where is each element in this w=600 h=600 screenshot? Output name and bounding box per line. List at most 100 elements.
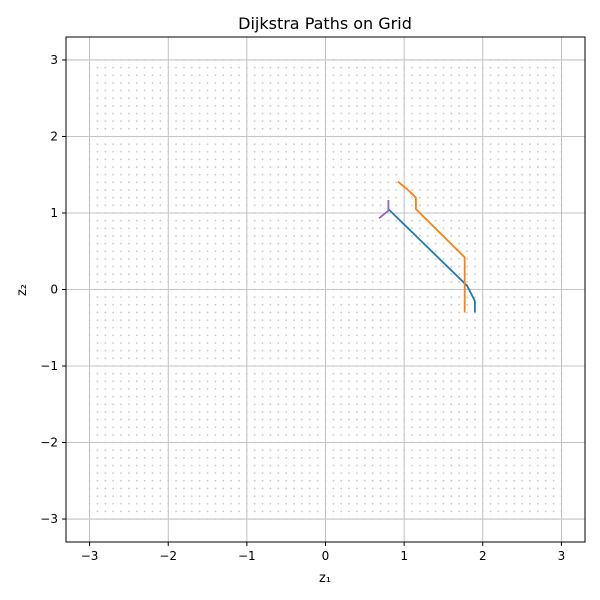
grid-point (238, 212, 240, 214)
grid-point (497, 143, 500, 146)
grid-point (120, 411, 122, 413)
x-tick-label: −2 (159, 549, 177, 563)
grid-point (120, 212, 122, 214)
grid-point (332, 472, 335, 475)
grid-point (230, 288, 233, 291)
grid-point (128, 518, 130, 520)
grid-point (356, 82, 358, 84)
grid-point (230, 127, 233, 130)
grid-point (324, 357, 327, 360)
grid-point (245, 59, 248, 61)
grid-point (198, 135, 201, 138)
grid-point (387, 502, 390, 505)
grid-point (489, 487, 492, 490)
grid-point (387, 449, 390, 452)
grid-point (301, 104, 303, 107)
grid-point (324, 441, 327, 444)
grid-point (450, 288, 453, 291)
grid-point (395, 143, 398, 146)
grid-point (387, 349, 390, 352)
grid-point (552, 456, 555, 459)
grid-point (403, 487, 406, 490)
grid-point (308, 472, 311, 475)
grid-point (198, 89, 201, 92)
grid-point (418, 319, 421, 322)
grid-point (332, 365, 335, 367)
grid-point (340, 380, 343, 383)
grid-point (285, 365, 288, 367)
grid-point (521, 212, 523, 214)
grid-point (332, 265, 335, 268)
grid-point (332, 227, 335, 230)
grid-point (253, 395, 256, 398)
grid-point (458, 319, 461, 322)
grid-point (308, 487, 311, 490)
grid-point (214, 150, 217, 153)
grid-point (245, 127, 248, 130)
grid-point (112, 265, 115, 268)
grid-point (214, 479, 217, 482)
grid-point (112, 418, 115, 421)
grid-point (387, 242, 390, 245)
grid-point (253, 135, 256, 138)
grid-point (529, 441, 531, 444)
grid-point (418, 456, 421, 459)
grid-point (88, 380, 91, 383)
grid-point (552, 334, 555, 337)
grid-point (175, 66, 177, 69)
grid-point (434, 518, 437, 520)
grid-point (143, 288, 146, 291)
grid-point (466, 89, 468, 92)
grid-point (513, 326, 516, 329)
grid-point (238, 334, 240, 337)
grid-point (458, 311, 461, 314)
grid-point (387, 97, 390, 100)
grid-point (190, 135, 193, 138)
grid-point (403, 273, 406, 276)
grid-point (167, 349, 170, 352)
grid-point (277, 487, 280, 490)
grid-point (497, 334, 500, 337)
grid-point (190, 303, 193, 306)
grid-point (450, 487, 453, 490)
grid-point (245, 296, 248, 299)
grid-point (88, 59, 91, 61)
grid-point (450, 135, 453, 138)
grid-point (214, 143, 217, 146)
grid-point (371, 242, 374, 245)
grid-point (214, 372, 217, 375)
grid-point (387, 342, 390, 344)
grid-point (167, 449, 170, 452)
grid-point (434, 319, 437, 322)
grid-point (253, 449, 256, 452)
grid-point (536, 510, 539, 513)
grid-point (269, 189, 272, 191)
grid-point (560, 319, 563, 322)
grid-point (521, 166, 523, 168)
grid-point (167, 189, 170, 191)
grid-point (529, 120, 531, 123)
grid-point (167, 257, 170, 260)
grid-point (253, 303, 256, 306)
grid-point (269, 510, 272, 513)
grid-point (529, 242, 531, 245)
grid-point (324, 189, 327, 191)
grid-point (371, 219, 374, 222)
grid-point (466, 242, 468, 245)
grid-point (513, 196, 516, 199)
grid-point (104, 89, 107, 92)
grid-point (324, 487, 327, 490)
grid-point (458, 288, 461, 291)
grid-point (88, 403, 91, 406)
grid-point (159, 150, 162, 153)
grid-point (481, 357, 484, 360)
grid-point (458, 487, 461, 490)
grid-point (474, 189, 476, 191)
grid-point (143, 311, 146, 314)
grid-point (293, 487, 295, 490)
grid-point (308, 502, 311, 505)
grid-point (261, 495, 264, 497)
grid-point (426, 319, 429, 322)
grid-point (308, 388, 311, 390)
grid-point (143, 173, 146, 176)
